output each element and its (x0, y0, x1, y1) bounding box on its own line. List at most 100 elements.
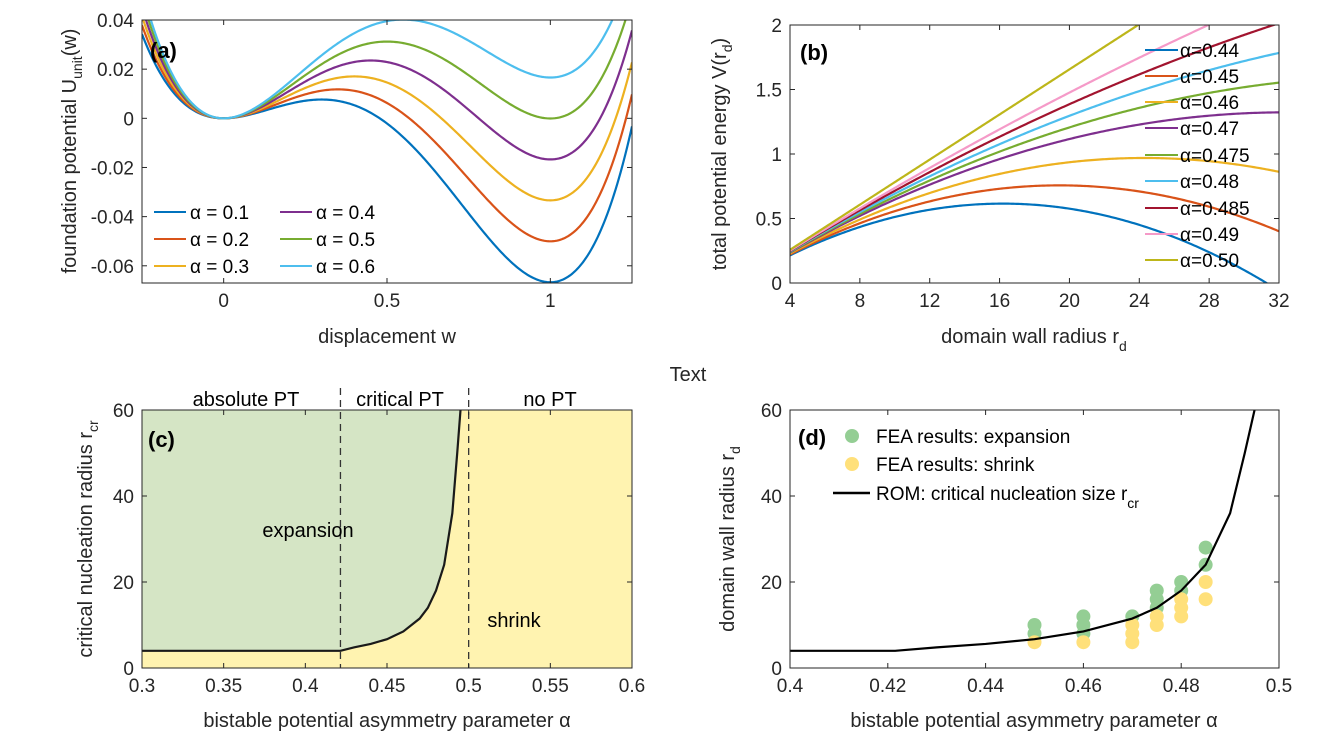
panel-b-ytick-label: 2 (771, 16, 782, 37)
panel-a-xtick-label: 0.5 (374, 291, 400, 312)
panel-b-ylabel-sub: d (719, 44, 735, 52)
fea-shrink-point (1027, 635, 1042, 650)
panel-b-ylabel-tail: ) (709, 38, 731, 45)
legend-d-rom-label: ROM: critical nucleation size rcr (876, 484, 1139, 511)
panel-d-frame (789, 409, 1280, 669)
panel-b-xtick-label: 20 (1059, 291, 1080, 312)
panel-a-ytick-label: 0.02 (97, 60, 134, 81)
panel-b-xlabel-main: domain wall radius r (941, 326, 1119, 348)
center-text: Text (670, 364, 707, 386)
panel-b-ytick-label: 0.5 (756, 210, 782, 231)
panel-d-ylabel-main: domain wall radius r (717, 454, 739, 632)
panel-a-series-line-5 (147, 20, 627, 120)
panel-c-xtick-label: 0.4 (292, 676, 319, 697)
panel-a-xtick-label: 0 (218, 291, 229, 312)
fea-shrink-point (1174, 592, 1189, 607)
panel-c-ytick-label: 60 (113, 401, 134, 422)
panel-a-ylabel-main: foundation potential U (59, 79, 81, 274)
panel-b-ytick-label: 0 (771, 274, 782, 295)
panel-b-series-line-3 (790, 156, 1279, 255)
legend-b-label-2: α=0.45 (1180, 67, 1239, 88)
panel-b-xtick-label: 32 (1268, 291, 1289, 312)
panel-a-ylabel-tail: (w) (59, 29, 81, 57)
panel-b-label: (b) (800, 40, 828, 65)
panel-c-label: (c) (148, 427, 175, 452)
panel-c-ytick-label: 0 (123, 659, 134, 680)
panel-d-label: (d) (798, 425, 826, 450)
panel-a-xlabel: displacement w (318, 326, 456, 348)
panel-b-xtick-label: 28 (1199, 291, 1220, 312)
panel-b-xtick-label: 4 (785, 291, 796, 312)
legend-b-label-9: α=0.50 (1180, 251, 1239, 272)
panel-d-ytick-label: 20 (761, 573, 782, 594)
panel-d-xtick-label: 0.42 (869, 676, 906, 697)
panel-d-xtick-label: 0.5 (1266, 676, 1292, 697)
expansion-region (142, 410, 461, 651)
panel-b-series-line-4 (790, 111, 1279, 254)
panel-a-ytick-label: -0.02 (91, 158, 134, 179)
panel-d-series (790, 410, 1256, 652)
panel-c-ytick-label: 20 (113, 573, 134, 594)
legend-d-rom-label-sub: cr (1127, 495, 1139, 511)
panel-c-series (142, 410, 462, 652)
panel-a-ytick-label: -0.06 (91, 257, 134, 278)
panel-b-series-line-1 (790, 202, 1269, 283)
critical-radius-curve (142, 410, 462, 652)
panel-a-label: (a) (150, 38, 177, 63)
legend-b-label-1: α=0.44 (1180, 41, 1239, 62)
fea-shrink-point (1198, 575, 1213, 589)
panel-b-series-line-7 (790, 25, 1278, 253)
legend-b-label-7: α=0.485 (1180, 199, 1250, 220)
region-label-no-pt: no PT (523, 389, 576, 411)
region-label-critical-pt: critical PT (356, 389, 444, 411)
panel-a-ylabel: foundation potential Uunit(w) (59, 29, 85, 274)
legend-a-label-5: α = 0.5 (316, 230, 375, 251)
panel-b-xtick-label: 8 (855, 291, 866, 312)
panel-b-xtick-label: 24 (1129, 291, 1151, 312)
rom-critical-curve (790, 410, 1256, 652)
panel-b-series-line-2 (790, 184, 1279, 256)
axis-ticks: 0 0.5 10.040.020-0.02-0.04-0.064 8 12 16 20 24 2… (91, 11, 1293, 697)
panel-b-ytick-label: 1.5 (756, 81, 782, 102)
panel-a-ytick-label: 0 (123, 109, 134, 130)
legend-a-label-1: α = 0.1 (190, 203, 249, 224)
legend-b-label-6: α=0.48 (1180, 172, 1239, 193)
panel-c-ylabel: critical nucleation radius rcr (75, 420, 101, 658)
annotation-shrink: shrink (487, 610, 541, 632)
panel-b-xtick-label: 16 (989, 291, 1010, 312)
fea-shrink-point (1076, 635, 1091, 650)
legend-d-rom-label-main: ROM: critical nucleation size r (876, 484, 1128, 505)
panel-c-xtick-label: 0.35 (205, 676, 242, 697)
legend-d-shrink-marker (845, 457, 859, 471)
legend-d-expansion-marker (845, 429, 859, 443)
panel-d-xtick-label: 0.44 (967, 676, 1004, 697)
fea-shrink-point (1149, 609, 1164, 624)
panel-d-xlabel: bistable potential asymmetry parameter α (850, 710, 1217, 732)
panel-d-ytick-label: 60 (761, 401, 782, 422)
panel-c-xtick-label: 0.3 (129, 676, 155, 697)
legend-b-label-4: α=0.47 (1180, 119, 1239, 140)
panel-a-ylabel-sub: unit (69, 56, 85, 79)
panel-a-ytick-label: -0.04 (91, 208, 135, 229)
panel-a-series-line-3 (142, 20, 632, 202)
fea-shrink-point (1198, 592, 1213, 607)
panel-a-series-line-6 (149, 20, 614, 120)
panel-c-xtick-label: 0.6 (619, 676, 645, 697)
panel-b-series-line-9 (790, 25, 1141, 251)
panel-b-xtick-label: 12 (919, 291, 940, 312)
panel-c-ytick-label: 40 (113, 487, 134, 508)
legend-b-label-3: α=0.46 (1180, 93, 1239, 114)
fea-expansion-point (1198, 540, 1213, 555)
panel-c-xtick-label: 0.45 (369, 676, 406, 697)
panel-b-xlabel: domain wall radius rd (941, 326, 1127, 354)
fea-shrink-point (1125, 618, 1140, 632)
legend-b-label-8: α=0.49 (1180, 225, 1239, 246)
legend-b-label-5: α=0.475 (1180, 146, 1250, 167)
panel-b-ylabel-main: total potential energy V(r (709, 52, 731, 270)
panel-c-xtick-label: 0.5 (455, 676, 481, 697)
region-label-absolute-pt: absolute PT (193, 389, 300, 411)
panel-b-legend: α=0.44 α=0.45 α=0.46 α=0.47 α=0.475 α=0.… (1145, 41, 1250, 272)
legend-a-label-6: α = 0.6 (316, 257, 375, 278)
legend-d-shrink-label: FEA results: shrink (876, 455, 1035, 476)
